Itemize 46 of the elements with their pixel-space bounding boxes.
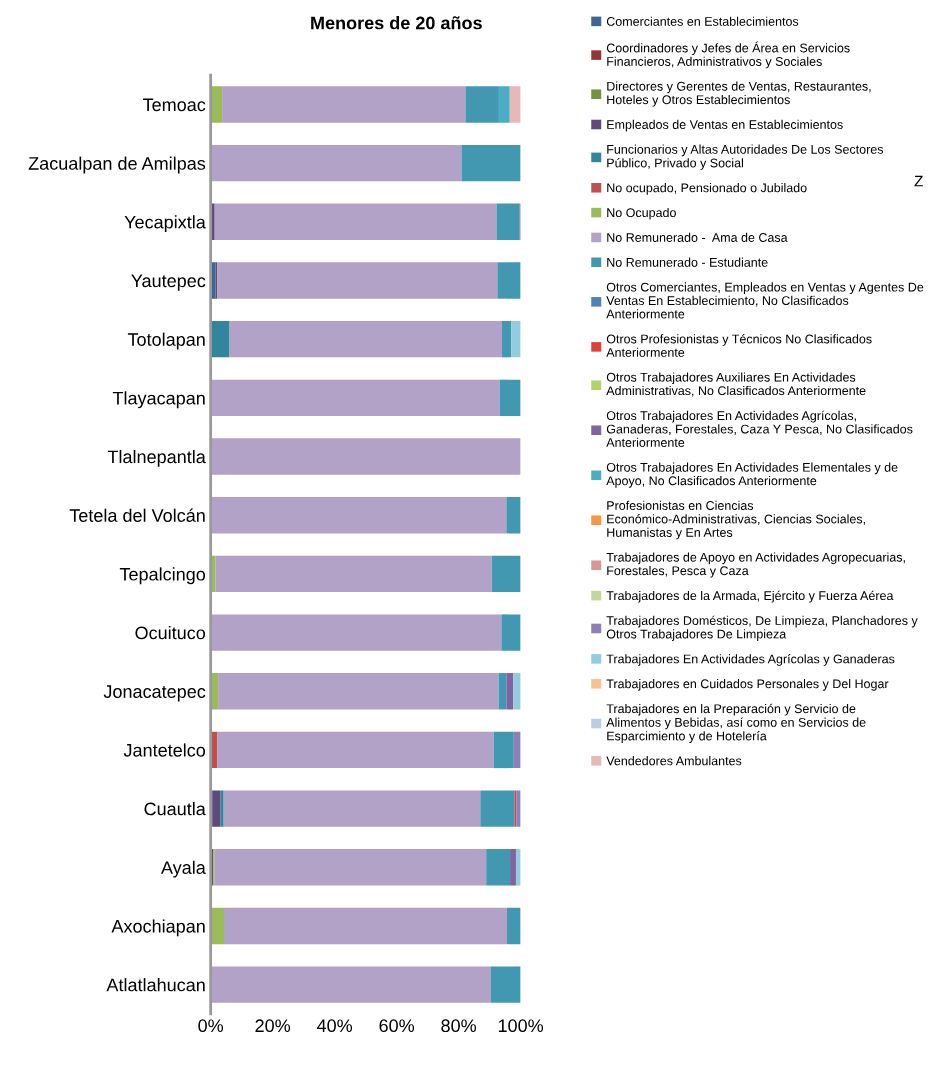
- legend-label: Comerciantes en Establecimientos: [606, 16, 799, 26]
- x-tick-label: 0%: [198, 1019, 224, 1033]
- legend-label: Trabajadores Domésticos, De Limpieza, Planchadores y Otros Trabajadores De Limpieza: [606, 615, 918, 641]
- y-tick-label: Cuautla: [144, 802, 206, 816]
- legend-label: Otros Comerciantes, Empleados en Ventas y Agentes De Ventas En Establecimiento, No Clasificados Anteriormente: [606, 282, 924, 319]
- y-tick-label: Tepalcingo: [119, 567, 206, 585]
- x-tick-label: 60%: [379, 1019, 415, 1033]
- x-tick-label: 80%: [441, 1019, 477, 1033]
- legend-label: No ocupado, Pensionado o Jubilado: [607, 183, 807, 195]
- y-tick-label: Yecapixtla: [124, 215, 206, 233]
- legend-label: No Remunerado - Ama de Casa: [607, 232, 788, 242]
- y-tick-label: Jonacatepec: [103, 685, 206, 702]
- y-tick-label: Yautepec: [131, 274, 206, 291]
- legend-label: No Remunerado - Estudiante: [607, 257, 768, 267]
- chart-title: Menores de 20 años: [311, 16, 482, 30]
- y-tick-label: Tetela del Volcán: [69, 508, 205, 522]
- legend-label: Vendedores Ambulantes: [606, 756, 742, 766]
- y-tick-label: Tlayacapan: [112, 391, 205, 409]
- legend-label: Coordinadores y Jefes de Área en Servicios Financieros, Administrativos y Sociales: [606, 41, 850, 69]
- x-tick-label: 100%: [498, 1019, 544, 1033]
- legend-label: Empleados de Ventas en Establecimientos: [607, 119, 843, 132]
- legend-label: Trabajadores En Actividades Agrícolas y Ganaderas: [606, 654, 895, 666]
- legend-label: Otros Trabajadores En Actividades Agrícolas, Ganaderas, Forestales, Caza Y Pesca, No Clasificados Anteriormente: [606, 410, 913, 447]
- legend-label: Otros Trabajadores Auxiliares En Actividades Administrativas, No Clasificados Anteriormente: [606, 372, 866, 397]
- y-tick-label: Totolapan: [127, 332, 205, 350]
- y-tick-label: Tlalnepantla: [107, 449, 206, 467]
- legend-label: Otros Trabajadores En Actividades Elementales y de Apoyo, No Clasificados Anteriormente: [606, 462, 898, 488]
- y-tick-label: Zacualpan de Amilpas: [28, 156, 206, 174]
- legend-label: Trabajadores en la Preparación y Servicio de Alimentos y Bebidas, así como en Servicios de Esparcimiento y de Hotelería: [606, 703, 866, 743]
- y-tick-label: Ayala: [160, 860, 206, 878]
- legend-label: Trabajadores en Cuidados Personales y Del Hogar: [606, 679, 889, 691]
- legend-label: No Ocupado: [607, 207, 676, 220]
- y-tick-label: Ocuituco: [135, 626, 206, 640]
- x-tick-label: 40%: [316, 1019, 353, 1033]
- legend-label: Trabajadores de la Armada, Ejército y Fuerza Aérea: [606, 590, 894, 603]
- y-tick-label: Axochiapan: [111, 919, 205, 937]
- y-tick-label: Jantetelco: [123, 743, 206, 757]
- legend-label: Trabajadores de Apoyo en Actividades Agropecuarias, Forestales, Pesca y Caza: [606, 552, 905, 578]
- legend-label: Funcionarios y Altas Autoridades De Los Sectores Público, Privado y Social: [607, 144, 884, 170]
- text: Z: [914, 175, 923, 187]
- legend-label: Profesionistas en Ciencias Económico-Administrativas, Ciencias Sociales, Humanistas y En Artes: [607, 500, 865, 540]
- y-tick-label: Temoac: [142, 98, 206, 112]
- x-tick-label: 20%: [255, 1019, 291, 1033]
- legend-label: Directores y Gerentes de Ventas, Restaurantes, Hoteles y Otros Establecimientos: [607, 81, 871, 107]
- y-tick-label: Atlatlahucan: [106, 978, 205, 992]
- legend-label: Otros Profesionistas y Técnicos No Clasificados Anteriormente: [606, 334, 872, 357]
